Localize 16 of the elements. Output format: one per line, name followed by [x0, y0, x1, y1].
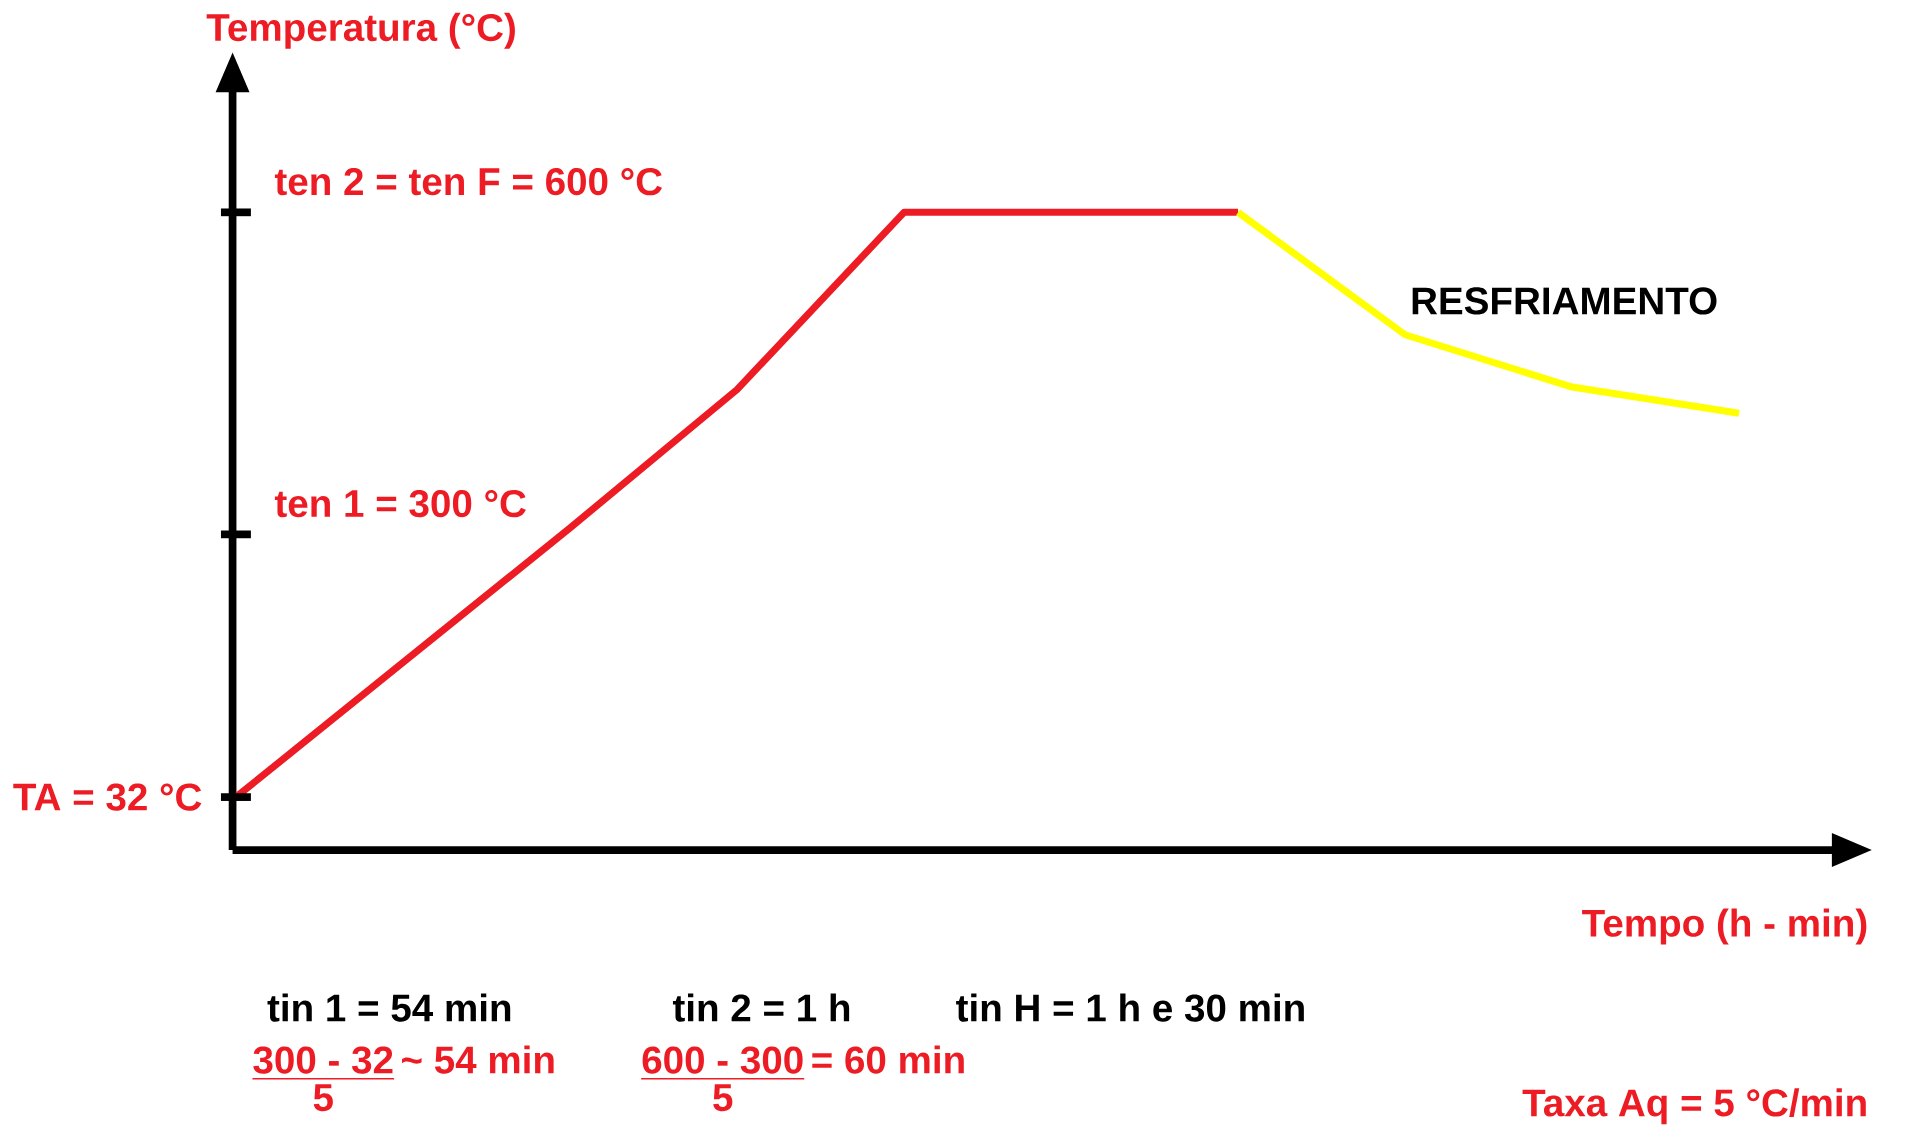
text: tin 2 = 1 h: [672, 993, 850, 1022]
text: 5: [313, 1084, 333, 1112]
text: 5: [713, 1084, 733, 1112]
text: tin H = 1 h e 30 min: [956, 993, 1304, 1022]
text: = 60 min: [812, 1045, 964, 1074]
annotation: ten 1 = 300 °C: [274, 489, 526, 518]
text: ~ 54 min: [402, 1045, 554, 1074]
y-axis-title: Temperatura (°C): [206, 12, 515, 49]
text: ten 2 = ten F = 600 °C: [274, 167, 662, 196]
text: Taxa Aq = 5 °C/min: [1522, 1088, 1866, 1125]
text: TA = 32 °C: [13, 783, 202, 811]
text: 600 - 300: [642, 1046, 803, 1074]
x-axis-title: Tempo (h - min): [1582, 908, 1867, 945]
text: 300 - 32: [253, 1046, 393, 1074]
annotation: RESFRIAMENTO: [1412, 287, 1717, 315]
text: tin 1 = 54 min: [267, 993, 511, 1022]
